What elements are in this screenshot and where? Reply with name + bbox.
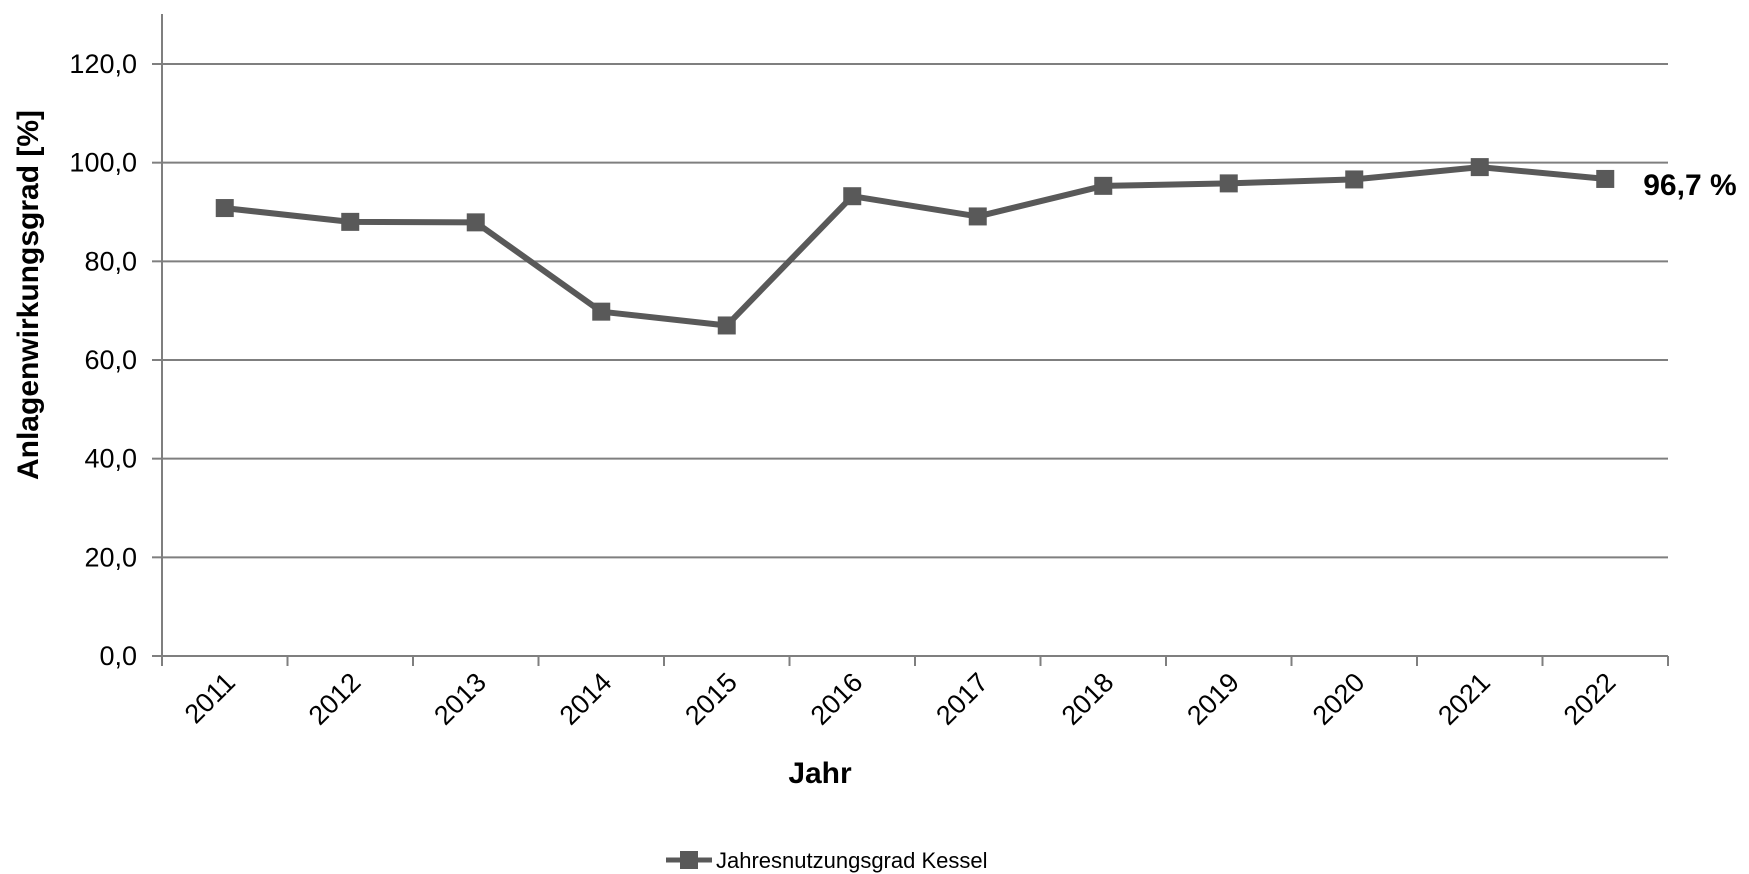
data-point-marker — [1094, 176, 1113, 195]
y-tick-label: 40,0 — [84, 444, 137, 474]
x-tick-labels: 2011 2012 2013 2014 2015 2016 2017 2018 2019 2020… — [179, 667, 1622, 731]
legend: Jahresnutzungsgrad Kessel — [666, 848, 988, 873]
x-tick-label: 2014 — [554, 667, 618, 731]
series-line — [224, 164, 1606, 329]
axes — [152, 14, 1669, 666]
y-tick-label: 120,0 — [69, 49, 137, 79]
y-axis-title: Anlagenwirkungsgrad [%] — [12, 110, 45, 480]
series — [215, 158, 1615, 335]
y-tick-label: 100,0 — [69, 148, 137, 178]
x-tick-label: 2018 — [1056, 667, 1120, 731]
y-tick-label: 0,0 — [99, 641, 137, 671]
data-point-marker — [1345, 170, 1364, 189]
x-tick-label: 2017 — [930, 667, 994, 731]
x-tick-label: 2013 — [428, 667, 492, 731]
data-point-marker — [1596, 169, 1615, 188]
x-tick-label: 2016 — [805, 667, 869, 731]
x-tick-label: 2015 — [679, 667, 743, 731]
x-tick-label: 2012 — [303, 667, 367, 731]
legend-marker-swatch — [680, 851, 698, 869]
data-point-marker — [968, 207, 987, 226]
annotations: 96,7 % — [1643, 169, 1736, 202]
data-point-marker — [1470, 158, 1489, 177]
legend-series-name: Jahresnutzungsgrad Kessel — [716, 848, 988, 873]
end-value-label: 96,7 % — [1643, 169, 1736, 202]
data-point-marker — [215, 199, 234, 218]
data-point-marker — [592, 302, 611, 321]
gridlines — [162, 63, 1668, 559]
x-tick-label: 2020 — [1307, 667, 1371, 731]
data-point-marker — [1219, 174, 1238, 193]
x-tick-label: 2021 — [1432, 667, 1496, 731]
y-tick-label: 20,0 — [84, 542, 137, 572]
y-tick-label: 60,0 — [84, 345, 137, 375]
data-point-marker — [717, 316, 736, 335]
data-point-marker — [466, 213, 485, 232]
x-tick-label: 2019 — [1181, 667, 1245, 731]
y-tick-labels: 0,0 20,0 40,0 60,0 80,0 100,0 120,0 — [69, 49, 137, 671]
x-tick-label: 2011 — [179, 667, 241, 729]
x-axis-title: Jahr — [788, 757, 852, 790]
data-point-marker — [341, 212, 360, 231]
x-tick-label: 2022 — [1558, 667, 1622, 731]
y-tick-label: 80,0 — [84, 246, 137, 276]
data-point-marker — [843, 187, 862, 206]
